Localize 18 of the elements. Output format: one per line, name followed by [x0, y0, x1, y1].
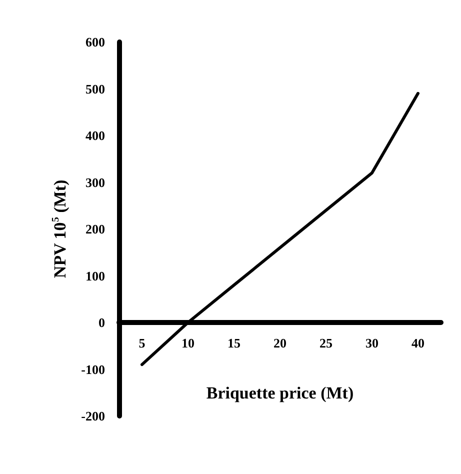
y-tick-label: -200: [81, 408, 105, 424]
y-tick-label: 600: [86, 34, 105, 50]
x-tick-label: 20: [274, 336, 286, 350]
y-tick-label: -100: [81, 362, 105, 377]
x-tick-label: 25: [320, 336, 333, 350]
x-tick-label: 30: [366, 336, 378, 350]
x-tick-label: 40: [412, 336, 424, 350]
y-tick-label: 0: [98, 315, 105, 330]
x-tick-label: 10: [182, 336, 194, 350]
y-tick-label: 200: [86, 222, 105, 236]
y-tick-label: 400: [86, 128, 105, 143]
y-tick-label: 100: [86, 268, 105, 284]
y-tick-label: 300: [86, 174, 105, 190]
x-tick-label: 5: [138, 336, 146, 350]
x-tick-label: 15: [228, 336, 241, 350]
x-axis-title: Briquette price (Mt): [206, 384, 354, 402]
y-axis-title: NPV 105 (Mt): [50, 180, 70, 278]
y-tick-label: 500: [86, 81, 105, 96]
